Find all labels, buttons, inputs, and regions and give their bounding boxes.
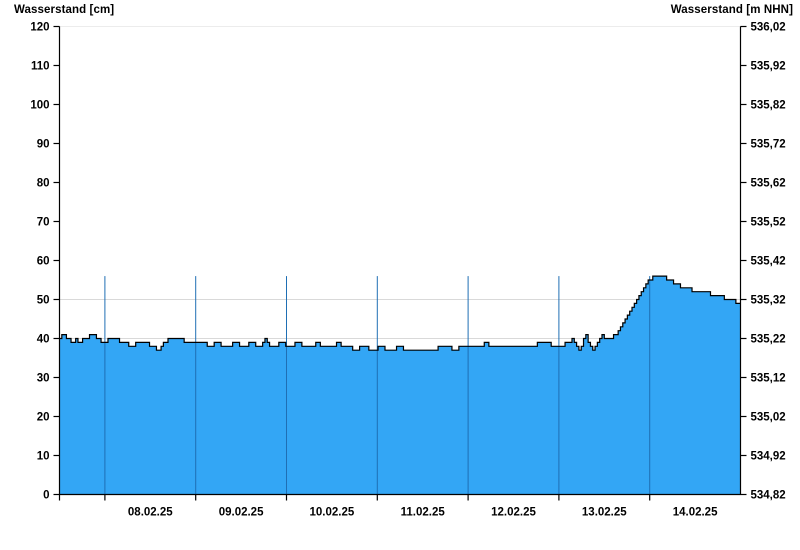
x-axis-tick-label: 10.02.25 [310, 507, 355, 519]
series-line [59, 275, 741, 351]
y-axis-left-ticks: 0 10 20 30 40 50 60 70 80 90 100 110 120 [30, 22, 60, 502]
y-axis-right-tick-label: 535,52 [751, 217, 786, 229]
right-axis-title: Wasserstand [m NHN] [670, 4, 793, 16]
left-axis-title: Wasserstand [cm] [14, 4, 115, 16]
y-axis-right-tick-label: 535,92 [751, 61, 786, 73]
y-axis-right-tick-label: 535,62 [751, 178, 786, 190]
y-axis-left-tick-label: 60 [37, 256, 50, 268]
y-axis-right-tick-label: 535,22 [751, 334, 786, 346]
x-axis-tick-label: 13.02.25 [582, 507, 627, 519]
x-axis-tick-label: 14.02.25 [673, 507, 718, 519]
y-axis-right-ticks: 534,82 534,92 535,02 535,12 535,22 535,32 535,… [740, 22, 786, 502]
x-axis-tick-label: 08.02.25 [128, 507, 173, 519]
y-axis-right-tick-label: 535,02 [751, 412, 786, 424]
y-axis-left-tick-label: 80 [37, 178, 50, 190]
series-area [59, 276, 741, 495]
y-axis-left-tick-label: 10 [37, 451, 50, 463]
y-axis-left-tick-label: 40 [37, 334, 50, 346]
y-axis-left-tick-label: 70 [37, 217, 50, 229]
x-axis-tick-label: 09.02.25 [219, 507, 264, 519]
y-axis-left-tick-label: 20 [37, 412, 50, 424]
y-axis-left-tick-label: 120 [30, 22, 49, 34]
y-axis-left-tick-label: 90 [37, 139, 50, 151]
y-axis-right-tick-label: 535,82 [751, 100, 786, 112]
x-axis-tick-label: 11.02.25 [401, 507, 446, 519]
x-axis-ticks: 08.02.25 09.02.25 10.02.25 11.02.25 12.02.25… [58, 494, 718, 519]
y-axis-left-tick-label: 0 [43, 490, 49, 502]
x-axis-tick-label: 12.02.25 [491, 507, 536, 519]
y-axis-right-tick-label: 535,42 [751, 256, 786, 268]
day-separator-lines [59, 26, 741, 495]
y-axis-left-tick-label: 100 [30, 100, 49, 112]
y-axis-left-tick-label: 110 [31, 61, 50, 73]
y-axis-right-tick-label: 535,32 [751, 295, 786, 307]
y-axis-right-tick-label: 535,12 [751, 373, 786, 385]
y-axis-right-tick-label: 536,02 [751, 22, 786, 34]
y-axis-right-tick-label: 534,92 [751, 451, 786, 463]
y-axis-right-tick-label: 535,72 [751, 139, 786, 151]
y-axis-left-tick-label: 30 [37, 373, 50, 385]
y-axis-left-tick-label: 50 [37, 295, 50, 307]
y-axis-right-tick-label: 534,82 [751, 490, 786, 502]
